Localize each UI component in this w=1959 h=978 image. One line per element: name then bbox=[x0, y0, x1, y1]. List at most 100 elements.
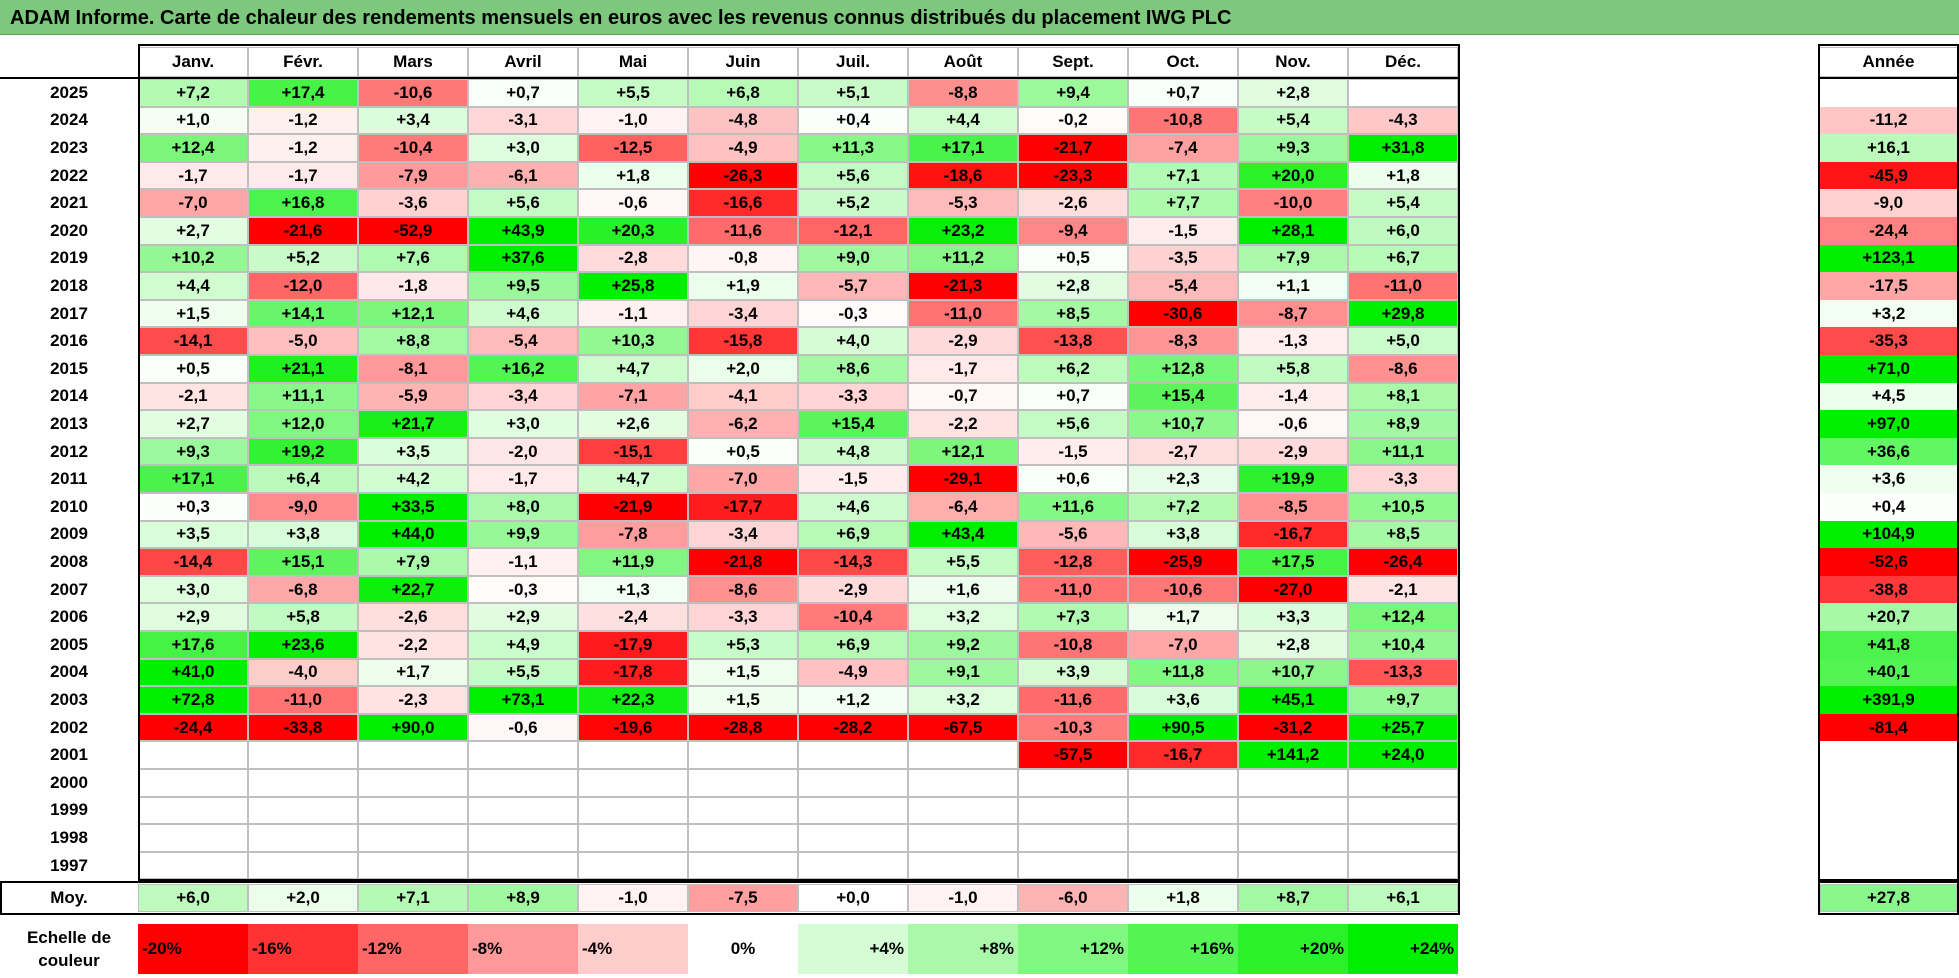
heatmap-cell: +12,4 bbox=[138, 134, 248, 162]
year-label: 2019 bbox=[50, 248, 88, 268]
heatmap-cell: +29,8 bbox=[1348, 299, 1458, 328]
average-cell: +6,0 bbox=[138, 884, 248, 912]
month-header: Déc. bbox=[1348, 47, 1458, 77]
heatmap-cell: -7,4 bbox=[1128, 134, 1238, 162]
heatmap-cell: +1,6 bbox=[908, 575, 1018, 604]
heatmap-cell: -5,3 bbox=[908, 189, 1018, 217]
annual-cell bbox=[1818, 741, 1959, 769]
heatmap-cell bbox=[468, 796, 578, 825]
average-cell: +7,1 bbox=[358, 884, 468, 912]
page-title: ADAM Informe. Carte de chaleur des rende… bbox=[10, 7, 1232, 29]
color-scale-swatch: +20% bbox=[1238, 924, 1348, 974]
heatmap-cell: -8,3 bbox=[1128, 327, 1238, 355]
heatmap-cell: -1,7 bbox=[908, 355, 1018, 383]
heatmap-cell: -4,9 bbox=[798, 658, 908, 687]
average-label: Moy. bbox=[50, 888, 88, 907]
heatmap-cell: +1,3 bbox=[578, 575, 688, 604]
heatmap-cell: +25,8 bbox=[578, 272, 688, 300]
heatmap-cell: -9,4 bbox=[1018, 217, 1128, 245]
heatmap-cell: -14,4 bbox=[138, 548, 248, 576]
heatmap-cell bbox=[908, 769, 1018, 797]
heatmap-cell: -1,1 bbox=[578, 299, 688, 328]
heatmap-cell: +19,9 bbox=[1238, 465, 1348, 493]
heatmap-cell: +12,8 bbox=[1128, 355, 1238, 383]
heatmap-cell: +0,5 bbox=[138, 355, 248, 383]
heatmap-cell: +5,6 bbox=[798, 161, 908, 190]
heatmap-cell: +11,1 bbox=[1348, 437, 1458, 466]
heatmap-cell: -7,0 bbox=[138, 189, 248, 217]
month-header: Avril bbox=[468, 47, 578, 77]
heatmap-cell: -2,3 bbox=[358, 686, 468, 714]
heatmap-cell: +3,8 bbox=[248, 520, 358, 549]
heatmap-cell: +15,4 bbox=[1128, 382, 1238, 411]
heatmap-cell: -10,4 bbox=[358, 134, 468, 162]
heatmap-cell: +5,4 bbox=[1348, 189, 1458, 217]
annual-cell: -38,8 bbox=[1818, 575, 1959, 604]
heatmap-cell: +3,4 bbox=[358, 106, 468, 135]
heatmap-cell: +2,0 bbox=[688, 355, 798, 383]
heatmap-cell: +43,4 bbox=[908, 520, 1018, 549]
annual-cell: +0,4 bbox=[1818, 493, 1959, 521]
heatmap-cell: +8,1 bbox=[1348, 382, 1458, 411]
annual-cell: -17,5 bbox=[1818, 272, 1959, 300]
heatmap-cell bbox=[1018, 824, 1128, 852]
heatmap-cell: -10,6 bbox=[358, 79, 468, 107]
heatmap-cell: +3,5 bbox=[138, 520, 248, 549]
heatmap-cell: +23,2 bbox=[908, 217, 1018, 245]
heatmap-cell: +4,4 bbox=[908, 106, 1018, 135]
heatmap-cell: +1,2 bbox=[798, 686, 908, 714]
heatmap-cell: +0,3 bbox=[138, 493, 248, 521]
heatmap-cell bbox=[248, 851, 358, 880]
heatmap-cell: -2,2 bbox=[358, 631, 468, 659]
heatmap-cell: +6,4 bbox=[248, 465, 358, 493]
heatmap-cell bbox=[688, 824, 798, 852]
annual-cell: -52,6 bbox=[1818, 548, 1959, 576]
heatmap-cell: +8,9 bbox=[1348, 410, 1458, 438]
heatmap-cell: +10,2 bbox=[138, 244, 248, 273]
heatmap-cell: +9,3 bbox=[138, 437, 248, 466]
heatmap-cell: +11,9 bbox=[578, 548, 688, 576]
heatmap-cell: +21,1 bbox=[248, 355, 358, 383]
annual-cell: -45,9 bbox=[1818, 161, 1959, 190]
heatmap-cell: -10,0 bbox=[1238, 189, 1348, 217]
heatmap-cell bbox=[468, 824, 578, 852]
heatmap-cell: -16,7 bbox=[1238, 520, 1348, 549]
heatmap-cell: -3,3 bbox=[798, 382, 908, 411]
heatmap-cell: -0,3 bbox=[468, 575, 578, 604]
heatmap-cell bbox=[1348, 769, 1458, 797]
heatmap-cell: +11,2 bbox=[908, 244, 1018, 273]
heatmap-cell: -0,2 bbox=[1018, 106, 1128, 135]
average-cell: +8,7 bbox=[1238, 884, 1348, 912]
heatmap-cell bbox=[248, 741, 358, 769]
heatmap-cell: -19,6 bbox=[578, 713, 688, 742]
heatmap-cell: -2,1 bbox=[1348, 575, 1458, 604]
heatmap-cell: -1,1 bbox=[468, 548, 578, 576]
heatmap-cell: +15,1 bbox=[248, 548, 358, 576]
heatmap-cell bbox=[798, 796, 908, 825]
heatmap-cell bbox=[688, 769, 798, 797]
heatmap-cell: -13,3 bbox=[1348, 658, 1458, 687]
heatmap-cell: +14,1 bbox=[248, 299, 358, 328]
heatmap-cell: -14,3 bbox=[798, 548, 908, 576]
heatmap-cell: +12,1 bbox=[908, 437, 1018, 466]
heatmap-cell: +5,2 bbox=[798, 189, 908, 217]
heatmap-cell: -29,1 bbox=[908, 465, 1018, 493]
heatmap-cell bbox=[688, 796, 798, 825]
heatmap-cell: +20,0 bbox=[1238, 161, 1348, 190]
heatmap-cell: +10,7 bbox=[1128, 410, 1238, 438]
heatmap-cell bbox=[468, 741, 578, 769]
heatmap-cell: -1,4 bbox=[1238, 382, 1348, 411]
heatmap-cell bbox=[578, 796, 688, 825]
heatmap-cell: -1,7 bbox=[248, 161, 358, 190]
heatmap-cell bbox=[138, 796, 248, 825]
heatmap-cell: -21,9 bbox=[578, 493, 688, 521]
heatmap-cell: +4,8 bbox=[798, 437, 908, 466]
heatmap-cell: -21,7 bbox=[1018, 134, 1128, 162]
heatmap-cell: +6,7 bbox=[1348, 244, 1458, 273]
color-scale-swatch: -8% bbox=[468, 924, 578, 974]
heatmap-cell: -16,6 bbox=[688, 189, 798, 217]
heatmap-cell: -4,3 bbox=[1348, 106, 1458, 135]
heatmap-cell: -0,6 bbox=[578, 189, 688, 217]
heatmap-cell: -10,8 bbox=[1018, 631, 1128, 659]
heatmap-cell bbox=[1128, 796, 1238, 825]
